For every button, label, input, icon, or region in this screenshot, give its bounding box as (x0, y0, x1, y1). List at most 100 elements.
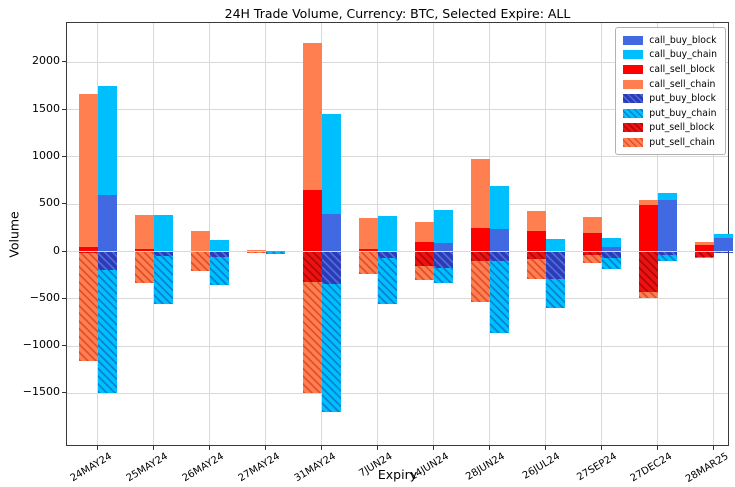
legend-swatch-put_sell_chain (623, 137, 644, 147)
bar-segment-put_sell_block (694, 251, 714, 258)
bar-segment-put_buy_chain (153, 256, 173, 305)
bar-segment-put_sell_chain (190, 251, 210, 272)
bar-segment-call_buy_chain (265, 250, 285, 252)
bar-segment-call_buy_block (433, 242, 453, 252)
legend-label-put_buy_chain: put_buy_chain (649, 107, 717, 119)
bar-segment-call_buy_chain (713, 234, 733, 239)
bar-segment-put_buy_chain (321, 283, 341, 413)
bar-segment-put_sell_chain (638, 292, 658, 298)
y-gridline (67, 345, 728, 347)
legend-item-call_buy_block: call_buy_block (623, 33, 717, 48)
bar-segment-call_buy_chain (321, 114, 341, 214)
bar-segment-call_buy_chain (97, 85, 117, 195)
y-gridline (67, 109, 728, 111)
bar-segment-put_buy_block (713, 251, 733, 254)
bar-segment-put_sell_chain (414, 265, 434, 280)
y-tick-mark (62, 108, 66, 110)
legend: call_buy_block call_buy_chain call_sell_bl… (615, 27, 726, 155)
bar-segment-call_buy_chain (433, 209, 453, 243)
x-tick-mark (656, 446, 658, 450)
bar-segment-put_sell_block (526, 251, 546, 260)
legend-swatch-call_sell_block (623, 64, 644, 74)
bar-segment-put_sell_chain (78, 253, 98, 362)
bar-segment-call_sell_block (694, 244, 714, 252)
legend-label-call_buy_block: call_buy_block (649, 34, 717, 46)
bar-segment-call_sell_block (358, 248, 378, 252)
x-tick-mark (432, 446, 434, 450)
x-tick-mark (96, 446, 98, 450)
bar-segment-put_buy_chain (265, 251, 285, 255)
bar-segment-put_buy_block (97, 251, 117, 271)
y-tick-mark (62, 392, 66, 394)
bar-segment-put_buy_chain (545, 278, 565, 309)
bar-segment-call_buy_chain (153, 214, 173, 252)
bar-segment-call_sell_block (638, 205, 658, 252)
legend-swatch-call_sell_chain (623, 79, 644, 89)
bar-segment-put_buy_chain (601, 258, 621, 270)
bar-segment-call_buy_block (321, 213, 341, 252)
y-tick-label: −1500 (22, 385, 60, 399)
y-gridline (67, 298, 728, 300)
y-tick-label: −500 (29, 290, 60, 304)
bar-segment-call_sell_block (414, 242, 434, 252)
bar-segment-call_buy_block (713, 238, 733, 252)
y-tick-mark (62, 250, 66, 252)
bar-segment-call_sell_chain (246, 249, 266, 252)
bar-segment-put_buy_block (433, 251, 453, 268)
legend-item-call_sell_chain: call_sell_chain (623, 77, 717, 92)
bar-segment-put_sell_chain (582, 255, 602, 263)
bar-segment-put_sell_block (302, 251, 322, 282)
legend-item-call_buy_chain: call_buy_chain (623, 48, 717, 63)
bar-segment-put_buy_block (153, 251, 173, 257)
bar-segment-put_sell_chain (470, 260, 490, 302)
bar-segment-call_buy_block (657, 200, 677, 252)
bar-segment-put_sell_chain (526, 259, 546, 279)
bar-segment-call_sell_chain (582, 217, 602, 233)
legend-item-put_sell_block: put_sell_block (623, 121, 717, 136)
bar-segment-put_buy_chain (657, 255, 677, 261)
legend-label-call_buy_chain: call_buy_chain (649, 49, 717, 61)
bar-segment-call_sell_chain (302, 43, 322, 190)
x-gridline (265, 23, 267, 445)
x-tick-mark (712, 446, 714, 450)
bar-segment-call_sell_chain (470, 158, 490, 228)
legend-swatch-put_sell_block (623, 123, 644, 133)
x-gridline (209, 23, 211, 445)
bar-segment-call_buy_chain (545, 239, 565, 252)
y-gridline (67, 156, 728, 158)
bar-segment-call_sell_block (582, 232, 602, 252)
x-tick-mark (320, 446, 322, 450)
bar-segment-put_sell_block (638, 251, 658, 293)
bar-segment-put_buy_block (209, 251, 229, 258)
y-tick-label: 0 (53, 243, 60, 257)
bar-segment-call_buy_block (97, 194, 117, 252)
bar-segment-call_sell_chain (638, 200, 658, 206)
x-tick-mark (152, 446, 154, 450)
bar-segment-call_sell_block (78, 246, 98, 252)
y-gridline (67, 203, 728, 205)
legend-swatch-put_buy_chain (623, 108, 644, 118)
bar-segment-call_buy_chain (209, 240, 229, 252)
y-tick-label: −1000 (22, 338, 60, 352)
bar-segment-call_sell_chain (358, 218, 378, 249)
bar-segment-call_sell_chain (414, 222, 434, 243)
bar-segment-put_buy_chain (209, 257, 229, 285)
chart-title: 24H Trade Volume, Currency: BTC, Selecte… (224, 6, 571, 21)
bar-segment-call_sell_block (134, 248, 154, 252)
bar-segment-call_sell_block (302, 190, 322, 252)
bar-segment-put_sell_chain (246, 251, 266, 253)
bar-segment-put_sell_block (414, 251, 434, 266)
bar-segment-put_buy_block (545, 251, 565, 279)
y-gridline (67, 251, 728, 252)
y-tick-mark (62, 297, 66, 299)
bar-segment-call_sell_chain (134, 214, 154, 249)
legend-item-put_buy_chain: put_buy_chain (623, 106, 717, 121)
bar-segment-call_sell_chain (694, 242, 714, 245)
x-axis-label: Expiry (377, 467, 418, 482)
bar-segment-put_buy_block (377, 251, 397, 259)
x-tick-mark (264, 446, 266, 450)
y-tick-label: 1000 (32, 148, 60, 162)
bar-segment-put_sell_block (582, 251, 602, 256)
x-tick-mark (544, 446, 546, 450)
